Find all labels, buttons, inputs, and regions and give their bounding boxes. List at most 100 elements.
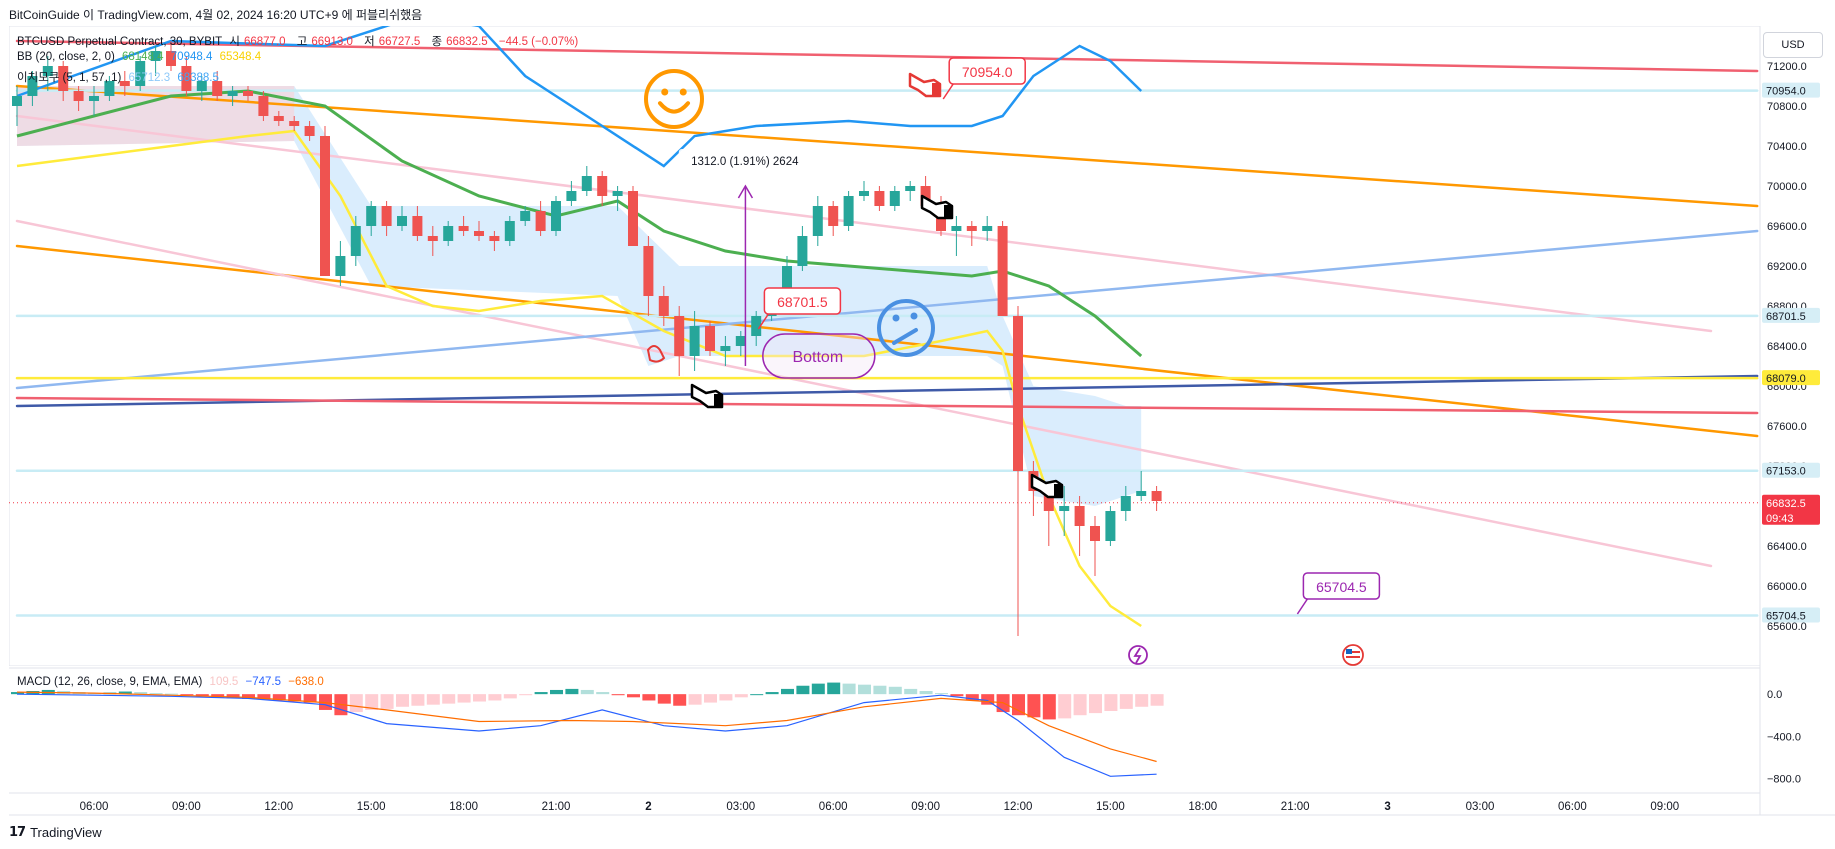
candle[interactable] bbox=[258, 91, 269, 121]
candle[interactable] bbox=[535, 201, 546, 236]
candle[interactable] bbox=[227, 86, 238, 106]
price-callout-box[interactable] bbox=[948, 57, 1026, 85]
price-callout-box[interactable] bbox=[1302, 572, 1381, 600]
footer-brand[interactable]: 𝟭𝟳 TradingView bbox=[9, 824, 102, 840]
lightning-event-icon[interactable] bbox=[1128, 645, 1148, 665]
bb-upper-line[interactable] bbox=[16, 16, 1143, 168]
candle[interactable] bbox=[843, 191, 854, 231]
macd-histogram-bar bbox=[165, 693, 178, 695]
price-callout-box[interactable] bbox=[763, 287, 842, 315]
candle[interactable] bbox=[951, 216, 962, 256]
trend-line-2[interactable] bbox=[15, 244, 1759, 438]
candle[interactable] bbox=[504, 216, 515, 246]
candle[interactable] bbox=[859, 181, 869, 201]
candle[interactable] bbox=[381, 201, 392, 236]
candle[interactable] bbox=[166, 41, 176, 71]
candle[interactable] bbox=[289, 116, 300, 131]
candle[interactable] bbox=[889, 186, 900, 211]
thumbs-down-icon[interactable] bbox=[908, 72, 942, 98]
candle[interactable] bbox=[366, 201, 377, 236]
candle-body bbox=[1090, 526, 1100, 541]
candle[interactable] bbox=[304, 121, 315, 141]
candle[interactable] bbox=[581, 166, 592, 196]
candle[interactable] bbox=[196, 76, 207, 101]
candle[interactable] bbox=[350, 216, 361, 266]
candle[interactable] bbox=[689, 311, 700, 371]
candle[interactable] bbox=[135, 56, 146, 91]
candle[interactable] bbox=[1151, 486, 1162, 511]
candle[interactable] bbox=[243, 86, 253, 101]
candle[interactable] bbox=[427, 226, 438, 256]
candle[interactable] bbox=[1074, 496, 1085, 556]
candle[interactable] bbox=[812, 196, 823, 246]
candle[interactable] bbox=[735, 331, 746, 356]
macd-line[interactable] bbox=[16, 693, 1157, 777]
candle[interactable] bbox=[982, 216, 993, 241]
bb-lower-line[interactable] bbox=[16, 129, 1142, 628]
bb-legend[interactable]: BB (20, close, 2, 0) 68148.4 70948.4 653… bbox=[17, 51, 265, 63]
confused-face-icon[interactable] bbox=[877, 299, 935, 357]
small-hand-icon[interactable] bbox=[646, 345, 666, 363]
candle[interactable] bbox=[966, 221, 977, 246]
candle[interactable] bbox=[874, 186, 885, 211]
candle[interactable] bbox=[27, 71, 38, 106]
candle[interactable] bbox=[12, 86, 22, 126]
candle[interactable] bbox=[150, 46, 161, 76]
candle[interactable] bbox=[997, 221, 1008, 316]
bottom-callout[interactable] bbox=[762, 333, 876, 379]
candle[interactable] bbox=[1120, 486, 1131, 521]
candle[interactable] bbox=[520, 206, 531, 226]
candle[interactable] bbox=[797, 226, 808, 271]
candle[interactable] bbox=[551, 196, 561, 236]
candle[interactable] bbox=[181, 56, 192, 96]
pointing-hand-icon[interactable] bbox=[920, 194, 954, 220]
candle[interactable] bbox=[720, 336, 731, 366]
candle[interactable] bbox=[104, 76, 115, 101]
candle[interactable] bbox=[674, 306, 685, 376]
candle[interactable] bbox=[443, 221, 454, 246]
pointing-hand-icon[interactable] bbox=[690, 383, 724, 409]
macd-signal-line[interactable] bbox=[16, 691, 1157, 763]
symbol-label[interactable]: BTCUSD Perpetual Contract, 30, BYBIT bbox=[17, 36, 223, 48]
trend-line-3[interactable] bbox=[15, 114, 1713, 333]
candle[interactable] bbox=[643, 236, 654, 316]
candle[interactable] bbox=[119, 71, 130, 96]
candle[interactable] bbox=[1105, 506, 1116, 546]
candle[interactable] bbox=[73, 86, 84, 111]
candle[interactable] bbox=[905, 181, 916, 201]
candle[interactable] bbox=[320, 126, 330, 276]
candle[interactable] bbox=[212, 71, 223, 101]
candle[interactable] bbox=[42, 56, 53, 91]
pointing-hand-icon[interactable] bbox=[1030, 473, 1064, 499]
candle[interactable] bbox=[273, 111, 284, 126]
candle[interactable] bbox=[1013, 306, 1023, 636]
us-flag-event-icon[interactable] bbox=[1342, 644, 1364, 666]
candle[interactable] bbox=[489, 231, 500, 251]
candle[interactable] bbox=[566, 181, 577, 206]
currency-button[interactable]: USD bbox=[1763, 32, 1823, 58]
candle[interactable] bbox=[1136, 471, 1147, 501]
trend-line-4[interactable] bbox=[15, 219, 1713, 568]
candle[interactable] bbox=[658, 286, 669, 326]
candle[interactable] bbox=[828, 201, 839, 236]
candle[interactable] bbox=[612, 186, 623, 211]
candle[interactable] bbox=[705, 321, 715, 356]
smiley-face-icon[interactable] bbox=[644, 69, 704, 129]
ichimoku-legend[interactable]: 이치모쿠 (5, 1, 57, 1) 65712.3 68388.5 bbox=[17, 69, 223, 85]
candle[interactable] bbox=[412, 206, 423, 241]
candle[interactable] bbox=[58, 61, 69, 101]
candle[interactable] bbox=[751, 311, 762, 346]
candle[interactable] bbox=[89, 86, 99, 116]
trend-line-7[interactable] bbox=[15, 396, 1759, 415]
candle[interactable] bbox=[597, 171, 608, 206]
candle[interactable] bbox=[1059, 486, 1070, 536]
candle[interactable] bbox=[335, 241, 346, 286]
macd-legend[interactable]: MACD (12, 26, close, 9, EMA, EMA) 109.5 … bbox=[17, 676, 328, 688]
candle[interactable] bbox=[474, 221, 484, 241]
candle[interactable] bbox=[458, 216, 469, 236]
candle[interactable] bbox=[1090, 516, 1100, 576]
candle[interactable] bbox=[628, 186, 638, 246]
trend-line-1[interactable] bbox=[15, 84, 1759, 208]
candle[interactable] bbox=[397, 206, 407, 231]
